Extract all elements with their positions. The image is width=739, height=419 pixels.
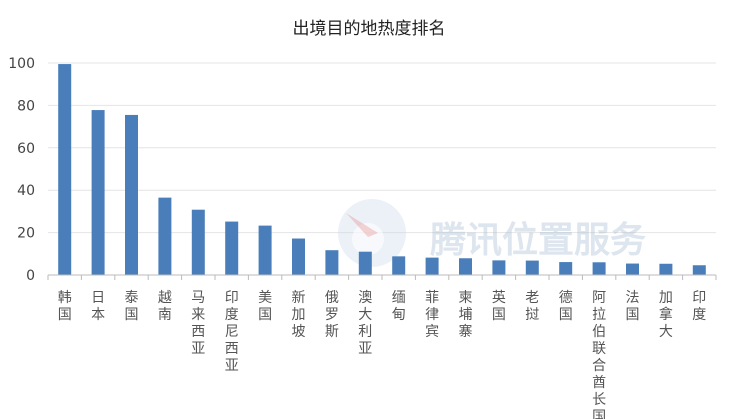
bars bbox=[58, 64, 706, 276]
bar bbox=[425, 257, 439, 275]
tencent-location-logo-icon bbox=[338, 199, 406, 267]
x-tick-label: 澳大利亚 bbox=[358, 290, 372, 357]
bar bbox=[91, 110, 105, 276]
x-tick-label: 泰国 bbox=[125, 290, 139, 323]
x-tick-label: 日本 bbox=[91, 290, 105, 323]
y-axis-ticks: 0 20 40 60 80 100 bbox=[8, 56, 35, 284]
bar bbox=[659, 263, 673, 275]
x-tick-label: 印度尼西亚 bbox=[225, 290, 239, 374]
y-tick-label: 20 bbox=[17, 226, 35, 242]
bar bbox=[692, 265, 706, 275]
bar bbox=[225, 221, 239, 275]
bar bbox=[626, 263, 639, 275]
y-tick-label: 100 bbox=[8, 56, 35, 72]
x-tick-label: 柬埔寨 bbox=[459, 290, 473, 340]
x-tick-label: 韩国 bbox=[58, 290, 72, 323]
x-tick-label: 越南 bbox=[158, 290, 172, 323]
x-tick-label: 英国 bbox=[492, 289, 506, 323]
x-tick-label: 加拿大 bbox=[659, 290, 673, 340]
y-tick-label: 60 bbox=[17, 141, 35, 157]
bar bbox=[492, 260, 506, 275]
bar bbox=[459, 258, 472, 275]
x-tick-label: 印度 bbox=[692, 290, 706, 323]
x-tick-label: 老挝 bbox=[525, 290, 539, 323]
x-tick-label: 缅甸 bbox=[392, 290, 406, 323]
y-tick-label: 40 bbox=[17, 183, 35, 199]
x-tick-label: 美国 bbox=[258, 290, 272, 323]
x-tick-label: 德国 bbox=[559, 290, 573, 323]
y-tick-label: 80 bbox=[17, 98, 35, 114]
watermark-text: 腾讯位置服务 bbox=[430, 220, 646, 261]
x-axis-ticks bbox=[47, 275, 717, 280]
bar bbox=[559, 262, 573, 275]
bar bbox=[325, 250, 339, 275]
x-tick-label: 法国 bbox=[626, 290, 640, 323]
bar bbox=[392, 256, 406, 275]
bar bbox=[58, 64, 72, 275]
chart-title: 出境目的地热度排名 bbox=[293, 19, 446, 39]
bar bbox=[292, 238, 305, 275]
bar bbox=[592, 262, 606, 275]
watermark: 腾讯位置服务 bbox=[338, 199, 646, 267]
x-tick-label: 菲律宾 bbox=[425, 290, 439, 340]
bar bbox=[125, 114, 138, 275]
x-tick-label: 马来西亚 bbox=[191, 290, 205, 357]
x-tick-label: 阿拉伯联合酋长国 bbox=[592, 290, 606, 419]
bar bbox=[191, 209, 205, 275]
bar bbox=[358, 251, 372, 275]
bar bbox=[158, 197, 172, 275]
bar bbox=[258, 225, 272, 275]
bar bbox=[525, 260, 539, 275]
x-tick-label: 俄罗斯 bbox=[325, 290, 339, 340]
x-tick-label: 新加坡 bbox=[292, 290, 306, 340]
y-tick-label: 0 bbox=[26, 268, 35, 284]
grid-lines bbox=[48, 62, 716, 234]
